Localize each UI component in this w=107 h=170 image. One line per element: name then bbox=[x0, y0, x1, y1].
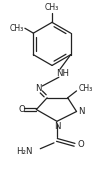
Text: H₂N: H₂N bbox=[16, 147, 32, 156]
Text: CH₃: CH₃ bbox=[78, 84, 93, 94]
Text: O: O bbox=[18, 105, 25, 114]
Text: N: N bbox=[54, 122, 60, 131]
Text: O: O bbox=[77, 140, 84, 149]
Text: N: N bbox=[35, 84, 42, 94]
Text: NH: NH bbox=[56, 69, 69, 78]
Text: N: N bbox=[78, 107, 85, 116]
Text: CH₃: CH₃ bbox=[45, 3, 59, 12]
Text: CH₃: CH₃ bbox=[10, 24, 24, 33]
